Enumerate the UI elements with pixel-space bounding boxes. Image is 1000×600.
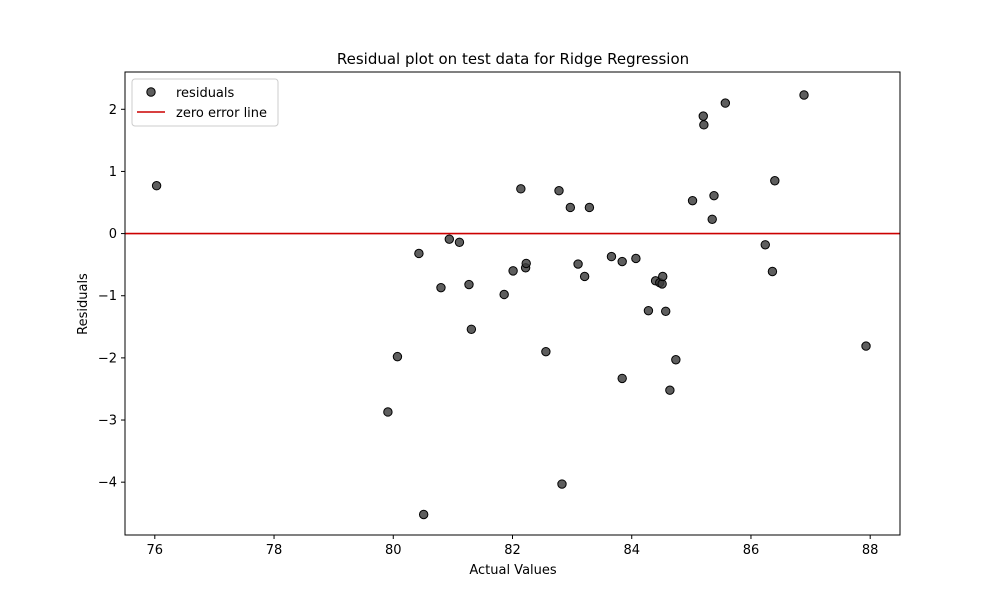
residual-point [584, 202, 595, 213]
residual-point [709, 190, 719, 201]
residual-point [436, 282, 446, 293]
x-tick-label: 76 [147, 543, 164, 558]
residual-point [383, 407, 393, 417]
residual-point [617, 373, 627, 384]
y-tick-label: −2 [98, 351, 117, 366]
residual-point [554, 186, 564, 196]
residual-point [499, 289, 509, 300]
residual-point [521, 258, 531, 269]
residual-point [606, 251, 617, 262]
chart-title: Residual plot on test data for Ridge Reg… [337, 50, 689, 68]
residual-point [661, 306, 671, 316]
residual-point [573, 259, 583, 269]
residual-point [617, 256, 627, 267]
residual-point [151, 181, 162, 191]
y-tick-label: 0 [109, 227, 117, 242]
residual-point [699, 120, 709, 130]
residual-point [770, 176, 780, 186]
x-tick-label: 86 [743, 543, 760, 558]
x-axis-label: Actual Values [469, 563, 557, 578]
x-tick-label: 88 [862, 543, 879, 558]
residual-point [767, 266, 778, 277]
residual-point [687, 195, 698, 206]
residual-point [658, 271, 668, 282]
legend-label-residuals: residuals [176, 86, 235, 101]
residual-point [799, 90, 809, 100]
legend-marker-residuals [146, 87, 156, 97]
plot-area: 76 78 80 82 84 86 88 2 1 0 −1 −2 −3 −4 residuals zero e… [98, 71, 901, 558]
residual-point [541, 346, 551, 357]
x-tick-label: 84 [623, 543, 640, 558]
y-tick-label: 1 [109, 165, 117, 180]
residual-point [508, 266, 518, 276]
residual-point [631, 253, 641, 264]
y-tick-label: 2 [109, 103, 117, 118]
residual-point [565, 202, 576, 213]
residual-point [557, 479, 567, 489]
residual-point [643, 305, 654, 316]
y-axis-label: Residuals [76, 273, 91, 335]
residual-point [579, 271, 590, 282]
residual-point [671, 355, 681, 365]
y-tick-label: −1 [98, 289, 117, 304]
residual-point [516, 184, 526, 194]
residual-point [665, 385, 675, 395]
y-tick-label: −3 [98, 414, 117, 429]
residual-point [466, 324, 477, 334]
legend-label-zero-error-line: zero error line [176, 106, 267, 121]
residual-point [707, 214, 717, 224]
residual-point [454, 237, 465, 247]
residual-point [720, 98, 731, 108]
residual-point [418, 509, 429, 520]
residual-point [444, 234, 455, 244]
residual-point [392, 351, 403, 362]
residual-point [698, 111, 708, 121]
legend-box [131, 78, 279, 127]
y-tick-label: −4 [98, 476, 117, 491]
residual-point [464, 279, 474, 290]
residual-point [414, 248, 424, 259]
x-tick-label: 78 [266, 543, 283, 558]
x-tick-label: 82 [504, 543, 521, 558]
x-tick-label: 80 [385, 543, 402, 558]
residual-point [861, 341, 871, 351]
residual-point [760, 240, 770, 250]
